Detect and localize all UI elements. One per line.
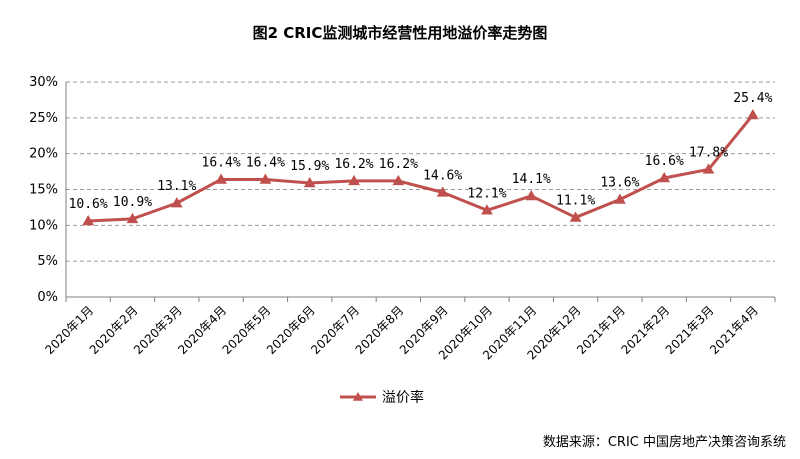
data-label: 12.1% <box>467 186 506 201</box>
legend-label: 溢价率 <box>382 389 424 406</box>
series-layer <box>82 108 759 226</box>
data-label: 17.8% <box>689 145 728 160</box>
data-point-marker <box>658 172 671 183</box>
data-point-marker <box>170 197 183 208</box>
data-point-marker <box>436 186 449 197</box>
data-point-marker <box>82 215 95 226</box>
y-tick-label: 20% <box>29 147 58 162</box>
data-point-marker <box>215 173 227 184</box>
series-line <box>88 114 755 223</box>
x-tick-label: 2021年4月 <box>707 303 761 357</box>
data-point-marker <box>259 173 272 184</box>
data-label: 13.1% <box>157 179 196 194</box>
y-tick-label: 30% <box>29 75 58 90</box>
data-label: 13.6% <box>600 176 639 191</box>
data-point-marker <box>348 174 360 186</box>
y-tick-label: 5% <box>37 254 58 269</box>
gridlines <box>66 81 775 262</box>
data-label: 16.6% <box>645 154 684 169</box>
data-point-marker <box>525 189 538 201</box>
data-point-marker <box>614 193 626 204</box>
data-label: 15.9% <box>290 159 329 174</box>
y-tick-label: 25% <box>29 111 58 126</box>
data-point-marker <box>746 108 759 120</box>
data-label: 16.4% <box>246 155 285 170</box>
data-label: 10.9% <box>113 195 152 210</box>
data-point-marker <box>481 204 493 215</box>
data-label: 16.2% <box>334 157 373 172</box>
data-label: 16.2% <box>379 157 418 172</box>
data-point-marker <box>126 212 139 224</box>
y-tick-label: 10% <box>29 218 58 233</box>
data-label: 11.1% <box>556 193 595 208</box>
data-label: 14.6% <box>423 168 462 183</box>
legend-marker-triangle <box>353 392 363 401</box>
data-point-marker <box>569 211 582 222</box>
data-label: 10.6% <box>69 197 108 212</box>
data-label: 14.1% <box>512 172 551 187</box>
y-tick-label: 15% <box>29 183 58 198</box>
data-labels: 10.6% 10.9% 13.1% 16.4% 16.4% 15.9% 16.2% 16.2%… <box>69 91 773 212</box>
data-point-marker <box>702 163 715 174</box>
data-label: 25.4% <box>733 91 772 106</box>
data-label: 16.4% <box>202 155 241 170</box>
source-note: 数据来源：CRIC 中国房地产决策咨询系统 <box>543 434 786 450</box>
y-tick-label: 0% <box>37 290 58 305</box>
legend: 溢价率 <box>340 389 424 406</box>
data-point-marker <box>303 177 316 188</box>
chart-title: 图2 CRIC监测城市经营性用地溢价率走势图 <box>253 24 548 42</box>
data-point-marker <box>392 174 405 186</box>
